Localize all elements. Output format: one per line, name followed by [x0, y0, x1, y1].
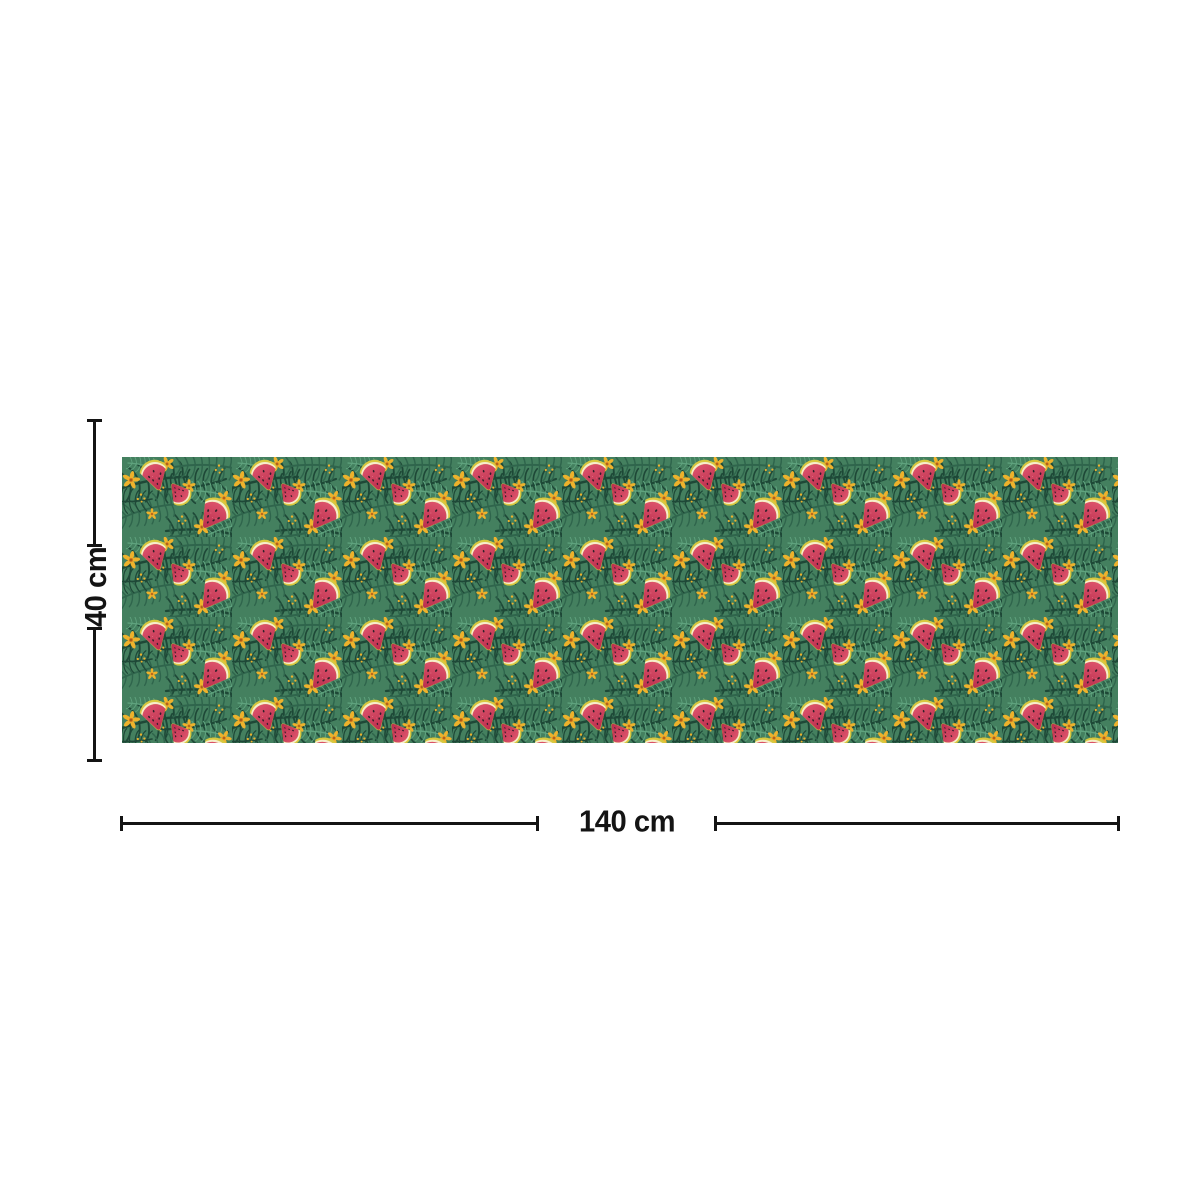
height-dimension-upper-segment: [92, 420, 96, 545]
height-dimension-bottom-cap: [86, 758, 102, 762]
height-dimension-lower-segment: [92, 628, 96, 760]
width-dimension-left-segment: [121, 821, 537, 825]
watermelon-pattern-swatch: [122, 457, 1118, 743]
width-dimension-right-cap: [1116, 815, 1120, 831]
width-dimension-left-inner-cap: [535, 815, 539, 831]
height-dimension-label: 40 cm: [78, 546, 113, 628]
pattern-fill: [122, 457, 1118, 743]
width-dimension-right-segment: [715, 821, 1118, 825]
width-dimension-label: 140 cm: [578, 803, 676, 839]
fabric-strip-preview: [122, 457, 1118, 743]
height-dimension-upper-inner-cap: [86, 543, 102, 547]
